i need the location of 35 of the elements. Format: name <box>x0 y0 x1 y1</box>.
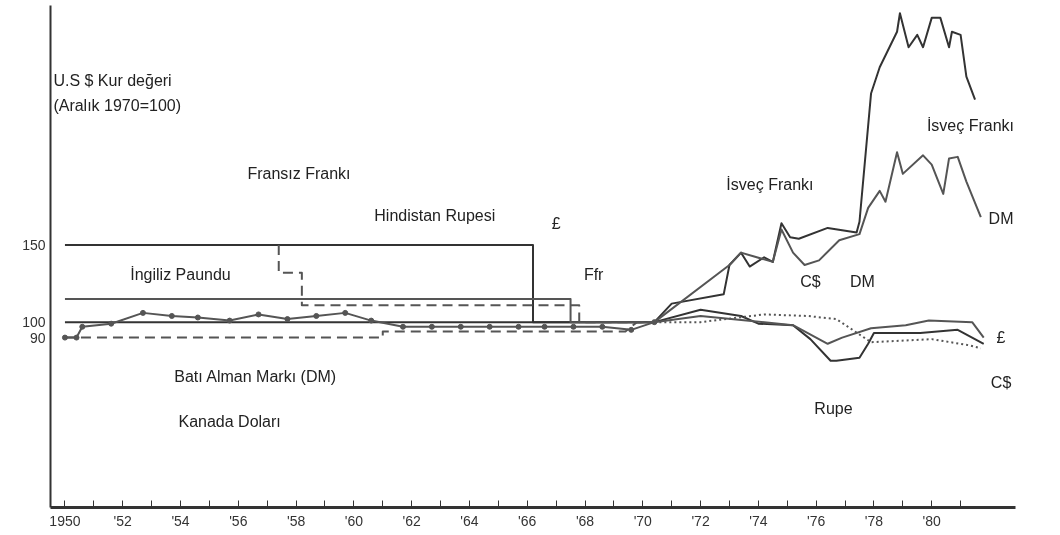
annotation: Kanada Doları <box>178 412 281 430</box>
annotation: İsveç Frankı <box>726 175 814 194</box>
annotation: DM <box>849 273 875 291</box>
x-tick-label: '52 <box>113 512 133 529</box>
x-tick-label: '56 <box>229 512 248 529</box>
annotation: İsveç Frankı <box>926 116 1015 135</box>
x-tick-label: '62 <box>402 512 421 529</box>
annotation: Ffr <box>583 265 605 283</box>
y-tick-label: 100 <box>22 314 46 331</box>
x-tick-label: '72 <box>691 512 710 529</box>
x-tick-label: '74 <box>749 512 768 529</box>
annotation: İngiliz Paundu <box>130 264 231 283</box>
annotation: Hindistan Rupesi <box>374 207 496 225</box>
x-tick-label: 1950 <box>49 512 81 529</box>
x-tick-label: '78 <box>864 512 884 529</box>
x-tick-label: '64 <box>460 512 479 529</box>
x-tick-label: '66 <box>518 512 537 529</box>
annotation: Fransız Frankı <box>247 165 351 183</box>
annotation: £ <box>551 214 561 232</box>
annotation: Batı Alman Markı (DM) <box>174 367 337 385</box>
annotation: Rupe <box>814 400 853 418</box>
x-tick-label: '68 <box>575 512 595 529</box>
x-tick-label: '54 <box>171 512 190 529</box>
x-tick-label: '70 <box>633 512 653 529</box>
annotation: £ <box>996 329 1006 347</box>
y-tick-label: 90 <box>29 329 46 346</box>
x-tick-label: '60 <box>344 512 364 529</box>
x-tick-label: '58 <box>286 512 306 529</box>
annotation: C$ <box>990 373 1012 391</box>
x-tick-label: '76 <box>807 512 826 529</box>
annotation: DM <box>988 210 1014 228</box>
annotation: C$ <box>800 273 821 291</box>
x-tick-label: '80 <box>922 512 942 529</box>
y-axis-title: U.S $ Kur değeri (Aralık 1970=100) <box>53 72 182 115</box>
y-tick-label: 150 <box>22 236 46 253</box>
